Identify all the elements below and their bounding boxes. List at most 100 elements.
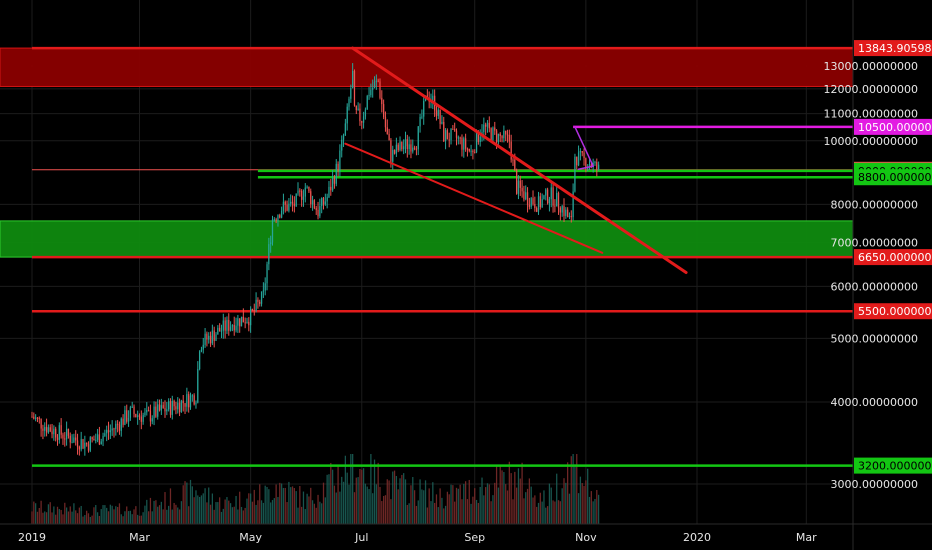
candle-85 [186, 387, 188, 412]
volume-bar-220 [432, 482, 434, 524]
volume-bar-292 [563, 478, 565, 524]
candle-66 [151, 415, 153, 425]
descending-support [344, 142, 604, 254]
volume-bar-93 [200, 495, 203, 524]
volume-bar-262 [508, 461, 510, 524]
volume-bar-151 [306, 493, 308, 524]
candle-285 [550, 181, 552, 208]
candle-121 [251, 308, 254, 312]
volume-bar-54 [129, 510, 132, 524]
candle-122 [253, 303, 255, 316]
candle-225 [441, 115, 443, 125]
volume-bar-39 [102, 505, 104, 524]
candle-43 [109, 424, 111, 440]
candle-60 [140, 410, 142, 430]
candle-167 [335, 159, 337, 187]
candle-234 [457, 135, 459, 145]
volume-bar-82 [180, 501, 183, 524]
candle-256 [497, 133, 500, 147]
volume-bar-183 [364, 483, 367, 524]
volume-bar-171 [342, 481, 345, 524]
volume-bar-41 [106, 507, 108, 524]
candle-272 [526, 187, 529, 213]
candle-150 [304, 183, 306, 203]
candle-191 [379, 78, 381, 100]
candle-208 [410, 139, 412, 159]
candle-141 [288, 198, 290, 213]
candle-77 [171, 395, 173, 420]
candle-277 [536, 206, 538, 213]
volume-bar-285 [550, 487, 552, 524]
candle-5 [40, 418, 42, 437]
volume-bar-246 [479, 486, 481, 524]
candle-276 [534, 196, 536, 212]
volume-bar-92 [198, 496, 201, 524]
volume-bar-60 [140, 515, 142, 524]
volume-bar-275 [532, 497, 534, 524]
candle-101 [215, 332, 217, 341]
candle-42 [107, 421, 110, 440]
volume-bar-114 [239, 491, 241, 524]
y-tick-label-6: 10000.00000000 [824, 135, 918, 148]
candle-127 [262, 282, 265, 298]
candle-149 [302, 189, 305, 207]
x-tick-label-1: Mar [129, 531, 150, 544]
candle-157 [317, 201, 319, 220]
volume-bar-98 [209, 504, 212, 524]
volume-bar-229 [448, 494, 450, 524]
candle-168 [337, 161, 339, 177]
volume-bar-4 [38, 507, 40, 524]
candle-67 [153, 401, 155, 426]
candle-203 [401, 141, 403, 152]
volume-bar-248 [483, 495, 485, 524]
volume-bar-154 [311, 500, 314, 524]
volume-bar-112 [235, 495, 237, 524]
candle-300 [577, 145, 580, 167]
volume-bar-270 [523, 498, 525, 524]
volume-bar-140 [286, 502, 288, 524]
volume-bar-64 [147, 511, 150, 524]
volume-bar-273 [528, 478, 531, 524]
volume-bar-191 [379, 486, 381, 524]
candle-163 [328, 181, 330, 199]
candle-226 [443, 116, 445, 143]
candle-106 [224, 317, 226, 339]
candle-111 [233, 316, 235, 336]
volume-bar-164 [330, 462, 332, 524]
x-tick-label-0: 2019 [18, 531, 46, 544]
candle-267 [517, 175, 520, 200]
candle-151 [306, 185, 308, 189]
volume-bar-88 [191, 486, 193, 524]
volume-bar-282 [545, 507, 547, 524]
volume-bar-243 [474, 488, 476, 524]
volume-bar-230 [450, 484, 452, 524]
volume-bar-58 [137, 514, 139, 524]
volume-bar-104 [220, 511, 223, 524]
candle-232 [454, 122, 456, 132]
y-tick-label-7: 11000.00000000 [824, 108, 918, 121]
volume-bar-250 [486, 483, 489, 524]
volume-bar-302 [581, 483, 583, 524]
volume-bar-29 [84, 515, 86, 524]
volume-bar-81 [178, 509, 181, 524]
x-tick-label-6: 2020 [683, 531, 711, 544]
candle-116 [242, 308, 244, 323]
svg-text:8800.00000000: 8800.00000000 [858, 171, 932, 184]
y-tick-label-1: 4000.00000000 [831, 396, 918, 409]
volume-bar-57 [135, 506, 137, 524]
candle-26 [78, 445, 81, 456]
candle-10 [49, 424, 51, 433]
volume-bar-113 [237, 509, 239, 524]
volume-bar-264 [512, 499, 514, 524]
volume-bar-59 [138, 515, 141, 524]
candle-200 [395, 137, 398, 157]
volume-bar-134 [275, 484, 277, 524]
candle-283 [546, 187, 549, 205]
y-tick-label-3: 6000.00000000 [831, 280, 918, 293]
volume-bar-181 [361, 469, 363, 524]
volume-bar-219 [430, 501, 432, 524]
svg-text:5500.00000000: 5500.00000000 [858, 305, 932, 318]
candle-9 [47, 424, 50, 434]
candle-241 [470, 144, 472, 157]
volume-bar-175 [350, 454, 352, 524]
